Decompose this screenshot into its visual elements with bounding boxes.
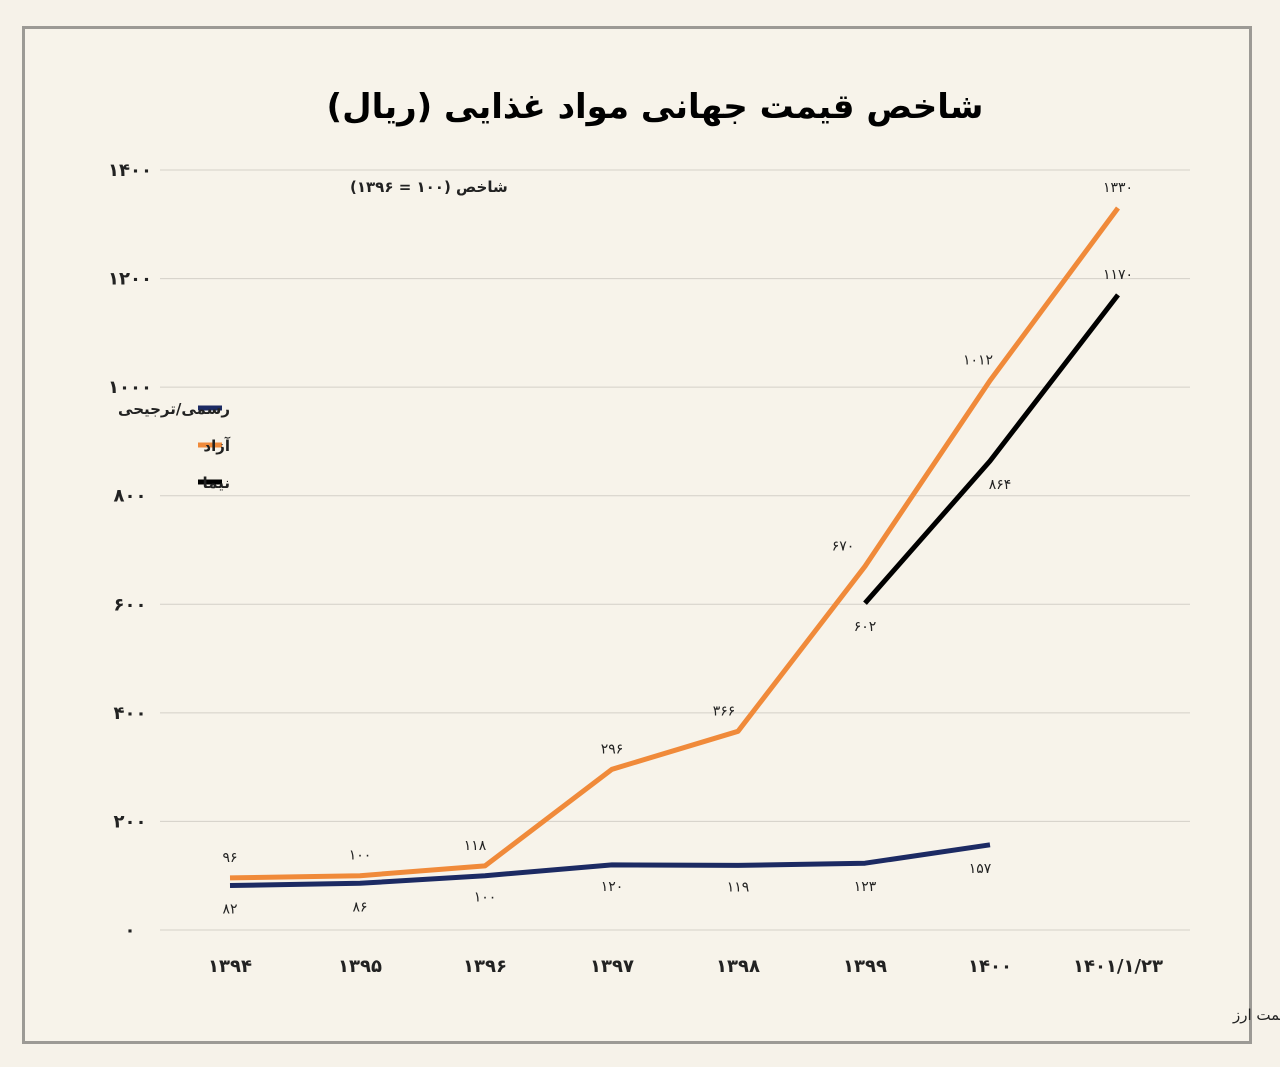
x-tick-label: ۱۳۹۶ bbox=[463, 956, 507, 977]
y-tick-label: ۸۰۰ bbox=[114, 486, 147, 507]
y-axis: ۰ ۲۰۰ ۴۰۰ ۶۰۰ ۸۰۰ ۱۰۰۰ ۱۲۰۰ ۱۴۰۰ bbox=[108, 160, 152, 941]
data-label: ۸۶ bbox=[352, 899, 367, 915]
data-label: ۱۱۷۰ bbox=[1103, 267, 1133, 283]
data-label: ۱۰۱۲ bbox=[963, 353, 993, 369]
data-label: ۱۲۰ bbox=[601, 879, 624, 895]
x-tick-label: ۱۴۰۰ bbox=[968, 956, 1012, 977]
x-tick-label: ۱۳۹۴ bbox=[208, 956, 252, 977]
y-tick-label: ۶۰۰ bbox=[114, 594, 147, 615]
series-line bbox=[229, 206, 1121, 881]
x-axis: ۱۳۹۴ ۱۳۹۵ ۱۳۹۶ ۱۳۹۷ ۱۳۹۸ ۱۳۹۹ ۱۴۰۰ ۱۴۰۱/۱/۲۳ bbox=[208, 956, 1163, 977]
data-label: ۱۱۸ bbox=[464, 838, 487, 854]
data-label: ۱۳۳۰ bbox=[1103, 180, 1133, 196]
data-label: ۱۲۳ bbox=[854, 879, 877, 895]
data-label: ۸۲ bbox=[222, 901, 237, 917]
data-label: ۱۵۷ bbox=[969, 861, 992, 877]
index-note: شاخص (۱۰۰ = ۱۳۹۶) bbox=[350, 178, 508, 196]
legend-label: آزاد bbox=[203, 437, 230, 455]
data-label: ۱۰۰ bbox=[474, 890, 497, 906]
y-tick-label: ۴۰۰ bbox=[114, 703, 147, 724]
series-line bbox=[229, 842, 991, 888]
legend-label: نیما bbox=[203, 474, 230, 492]
y-tick-label: ۱۴۰۰ bbox=[108, 160, 152, 181]
x-tick-label: ۱۳۹۵ bbox=[338, 956, 382, 977]
legend-label: رسمی/ترجیحی bbox=[118, 400, 230, 418]
x-tick-label: ۱۴۰۱/۱/۲۳ bbox=[1073, 956, 1163, 977]
data-label: ۹۶ bbox=[222, 850, 237, 866]
grid bbox=[160, 169, 1190, 931]
series bbox=[229, 206, 1121, 888]
data-label: ۳۶۶ bbox=[713, 703, 736, 719]
chart-frame bbox=[22, 26, 1252, 1044]
y-tick-label: ۰ bbox=[125, 920, 136, 941]
y-tick-label: ۱۲۰۰ bbox=[108, 269, 152, 290]
data-label: ۱۱۹ bbox=[727, 879, 750, 895]
data-label: ۶۷۰ bbox=[832, 538, 855, 554]
x-tick-label: ۱۳۹۹ bbox=[843, 956, 887, 977]
y-tick-label: ۲۰۰ bbox=[114, 811, 147, 832]
data-label: ۲۹۶ bbox=[601, 741, 624, 757]
source-note: تحلیل و استنتاج: احسان سلطانی بر اساس دا… bbox=[1232, 1006, 1280, 1025]
data-label: ۱۰۰ bbox=[349, 848, 372, 864]
x-tick-label: ۱۳۹۷ bbox=[590, 956, 634, 977]
y-tick-label: ۱۰۰۰ bbox=[108, 377, 152, 398]
series-line bbox=[863, 293, 1120, 605]
data-label: ۶۰۲ bbox=[854, 619, 877, 635]
chart-title: شاخص قیمت جهانی مواد غذایی (ریال) bbox=[327, 87, 984, 127]
data-labels: ۸۲ ۸۶ ۱۰۰ ۱۲۰ ۱۱۹ ۱۲۳ ۱۵۷ ۹۶ ۱۰۰ ۱۱۸ ۲۹۶ ۳۶۶ ۶۷۰ ۱۰۱۲… bbox=[222, 180, 1133, 917]
data-label: ۸۶۴ bbox=[989, 477, 1012, 493]
legend: رسمی/ترجیحی آزاد نیما bbox=[118, 400, 231, 492]
x-tick-label: ۱۳۹۸ bbox=[716, 956, 760, 977]
